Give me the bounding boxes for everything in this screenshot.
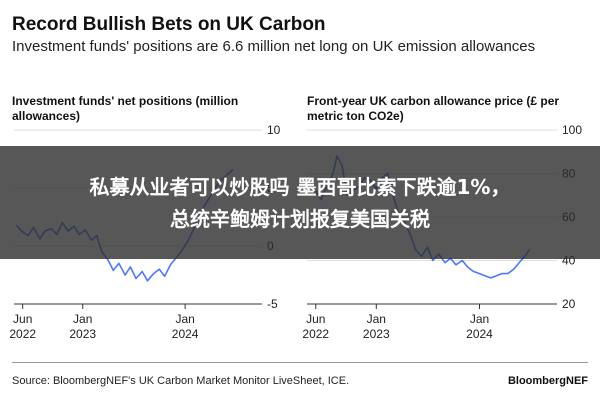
x-tick-label: Jan: [73, 312, 92, 326]
x-tick-label: 2023: [363, 327, 390, 341]
left-panel-title: Investment funds' net positions (million…: [12, 94, 239, 123]
y-tick-label: -5: [267, 297, 278, 311]
chart-subtitle: Investment funds' positions are 6.6 mill…: [12, 38, 536, 55]
x-tick-label: Jan: [367, 312, 386, 326]
y-tick-label: 20: [562, 297, 576, 311]
overlay-headline-line-1: 私募从业者可以炒股吗 墨西哥比索下跌逾1%，: [89, 174, 511, 199]
x-tick-label: Jan: [470, 312, 489, 326]
brand-logo: BloombergNEF: [507, 375, 588, 387]
news-overlay-banner[interactable]: 私募从业者可以炒股吗 墨西哥比索下跌逾1%， 总统辛鲍姆计划报复美国关税: [0, 146, 600, 259]
chart-title: Record Bullish Bets on UK Carbon: [12, 14, 326, 35]
x-tick-label: 2024: [172, 327, 199, 341]
x-tick-label: Jun: [13, 312, 32, 326]
x-tick-label: 2022: [302, 327, 329, 341]
source-note: Source: BloombergNEF's UK Carbon Market …: [12, 375, 350, 387]
x-tick-label: 2022: [9, 327, 36, 341]
y-tick-label: 10: [267, 123, 281, 137]
x-tick-label: 2023: [69, 327, 96, 341]
overlay-headline-line-2: 总统辛鲍姆计划报复美国关税: [170, 206, 430, 231]
right-panel-title: Front-year UK carbon allowance price (£ …: [307, 94, 560, 123]
x-tick-label: 2024: [466, 327, 493, 341]
x-tick-label: Jan: [175, 312, 194, 326]
footer-divider: [12, 362, 588, 363]
y-tick-label: 100: [562, 123, 582, 137]
x-tick-label: Jun: [306, 312, 325, 326]
